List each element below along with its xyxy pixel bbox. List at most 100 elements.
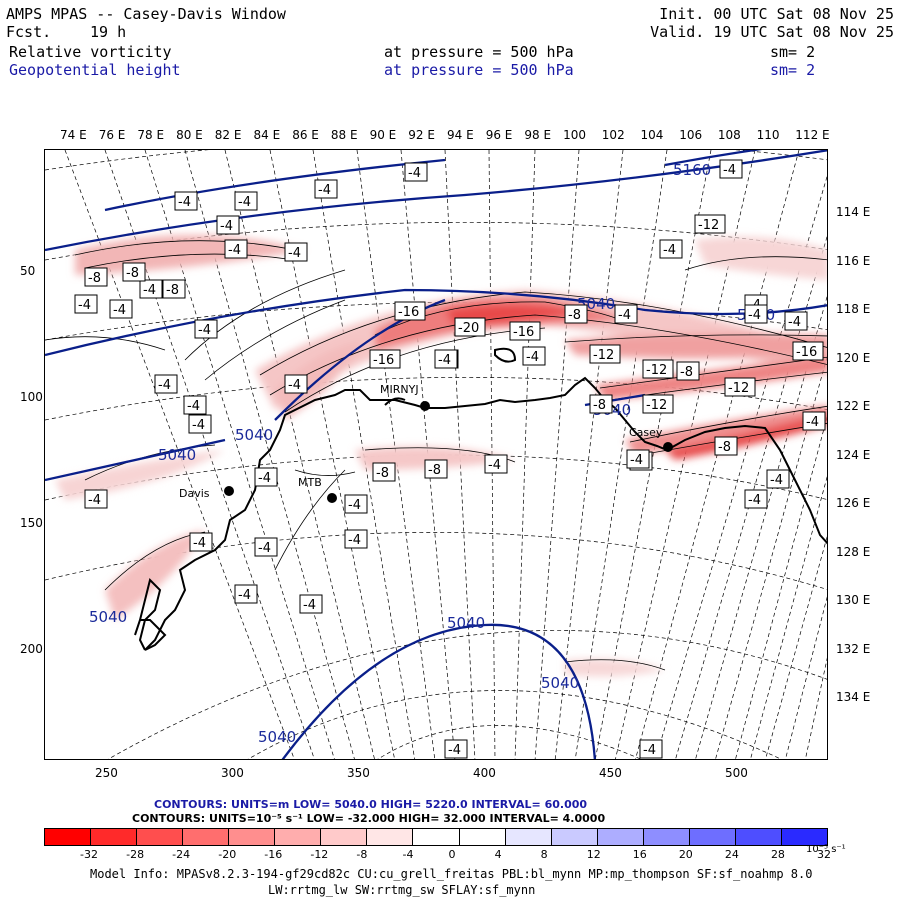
vorticity-label-box	[589, 394, 613, 414]
vorticity-label-box	[344, 529, 368, 549]
vorticity-label-box	[642, 359, 674, 379]
vorticity-label-box	[509, 321, 541, 341]
height-label: 5040	[447, 614, 485, 632]
map-title: AMPS MPAS -- Casey-Davis Window	[6, 5, 286, 23]
vorticity-label: -12	[593, 348, 614, 363]
vorticity-label-box	[254, 467, 278, 487]
vorticity-label: -4	[198, 323, 211, 338]
vorticity-label-box	[394, 301, 426, 321]
mirny-station-dot[interactable]	[420, 401, 430, 411]
top-axis-tick-label: 112 E	[795, 128, 830, 142]
colorbar-swatch	[90, 828, 138, 846]
field1-level: at pressure = 500 hPa	[384, 43, 574, 61]
colorbar-tick-label: -28	[126, 848, 145, 861]
vorticity-label: -4	[318, 183, 331, 198]
vorticity-label-box	[564, 304, 588, 324]
vorticity-label-box	[84, 267, 108, 287]
colorbar-swatch	[688, 828, 736, 846]
vorticity-label: -4	[178, 195, 191, 210]
left-axis-tick-label: 200	[20, 642, 43, 656]
colorbar-tick-label: 8	[540, 848, 548, 861]
vorticity-label-box	[224, 239, 248, 259]
right-axis-tick-label: 118 E	[836, 302, 871, 316]
right-axis-tick-label: 132 E	[836, 641, 871, 656]
colorbar-tick-label: -4	[402, 848, 414, 861]
colorbar-swatch	[642, 828, 690, 846]
vorticity-label: -16	[513, 325, 534, 340]
vorticity-label: -4	[348, 498, 361, 513]
top-axis-tick-label: 84 E	[253, 128, 281, 142]
vorticity-label: -16	[373, 353, 394, 368]
forecast-label: Fcst.	[6, 23, 52, 41]
vorticity-label-box	[614, 304, 638, 324]
top-axis-tick-label: 98 E	[524, 128, 552, 142]
vorticity-label: -4	[113, 303, 126, 318]
vorticity-label-box	[154, 374, 178, 394]
vorticity-label-box	[189, 532, 213, 552]
colorbar-tick-label: -20	[218, 848, 237, 861]
height-label: 5040	[158, 446, 196, 464]
right-axis-tick-label: 116 E	[836, 253, 871, 268]
vorticity-label-box	[254, 537, 278, 557]
vorticity-label: -8	[88, 271, 101, 286]
vorticity-label: -4	[158, 378, 171, 393]
vorticity-label: -4	[643, 743, 656, 758]
vorticity-label-box	[369, 349, 401, 369]
height-contour-legend: CONTOURS: UNITS=m LOW= 5040.0 HIGH= 5220…	[154, 798, 588, 811]
colorbar-swatch	[366, 828, 414, 846]
colorbar-swatch	[504, 828, 552, 846]
bottom-axis-tick-label: 250	[95, 766, 118, 780]
vorticity-label: -8	[166, 283, 179, 298]
vorticity-label-box	[424, 459, 448, 479]
vorticity-label: -4	[408, 166, 421, 181]
mirny-label: MIRNYJ	[380, 383, 419, 396]
vorticity-label: -4	[630, 453, 643, 468]
davis-station-dot[interactable]	[224, 486, 234, 496]
vorticity-label: -12	[698, 218, 719, 233]
colorbar-unit: 10⁻⁵ s⁻¹	[806, 844, 846, 855]
casey-station-dot[interactable]	[663, 442, 673, 452]
vorticity-label: -12	[728, 381, 749, 396]
vorticity-contour-legend: CONTOURS: UNITS=10⁻⁵ s⁻¹ LOW= -32.000 HI…	[132, 812, 606, 825]
vorticity-label: -16	[398, 305, 419, 320]
vorticity-label: -4	[220, 219, 233, 234]
colorbar-tick-label: 0	[448, 848, 456, 861]
right-axis-tick-label: 122 E	[836, 399, 871, 413]
colorbar-tick-label: 24	[724, 848, 739, 861]
right-axis-tick-label: 130 E	[836, 593, 871, 607]
vorticity-label: -8	[126, 266, 139, 281]
vorticity-label: -8	[593, 398, 606, 413]
height-label: 5040	[258, 728, 296, 746]
top-axis-tick-label: 76 E	[98, 128, 126, 142]
right-axis-tick-label: 128 E	[836, 544, 871, 559]
right-axis-tick-label: 120 E	[836, 350, 871, 365]
colorbar-swatch	[596, 828, 644, 846]
vorticity-labels: -4 -4 -4 -4 -4 -8 -8 -8 -4 -4 -4 -4 -16 -20 -16 -16 -4 -1…	[74, 159, 826, 759]
vorticity-label: -4	[448, 743, 461, 758]
station-labels: Davis MTB MIRNYJ Casey	[179, 383, 663, 500]
top-axis-tick-label: 78 E	[137, 128, 165, 142]
vorticity-label-box	[139, 279, 163, 299]
map-panel[interactable]: Davis MTB MIRNYJ Casey 5160 5040 5040 50…	[44, 149, 828, 760]
davis-label: Davis	[179, 487, 210, 500]
top-axis-tick-label: 80 E	[176, 128, 203, 142]
bottom-axis-tick-label: 350	[347, 766, 370, 780]
vorticity-label: -4	[238, 195, 251, 210]
left-axis-tick-label: 150	[20, 516, 43, 530]
colorbar-swatch	[320, 828, 368, 846]
vorticity-label-box	[372, 462, 396, 482]
mtb-station-dot[interactable]	[327, 493, 337, 503]
vorticity-label-box	[792, 341, 824, 361]
vorticity-label: -12	[646, 398, 667, 413]
colorbar-swatch	[182, 828, 230, 846]
vorticity-label-box	[694, 214, 726, 234]
colorbar-tick-label: -16	[264, 848, 283, 861]
vorticity-label: -4	[288, 246, 301, 261]
stations	[224, 401, 673, 503]
vorticity-label: -4	[228, 243, 241, 258]
vorticity-label-box	[626, 449, 650, 469]
top-axis-tick-label: 86 E	[292, 128, 319, 142]
colorbar-tick-label: -24	[172, 848, 191, 861]
vorticity-label-box	[802, 411, 826, 431]
vorticity-label-box	[589, 344, 621, 364]
